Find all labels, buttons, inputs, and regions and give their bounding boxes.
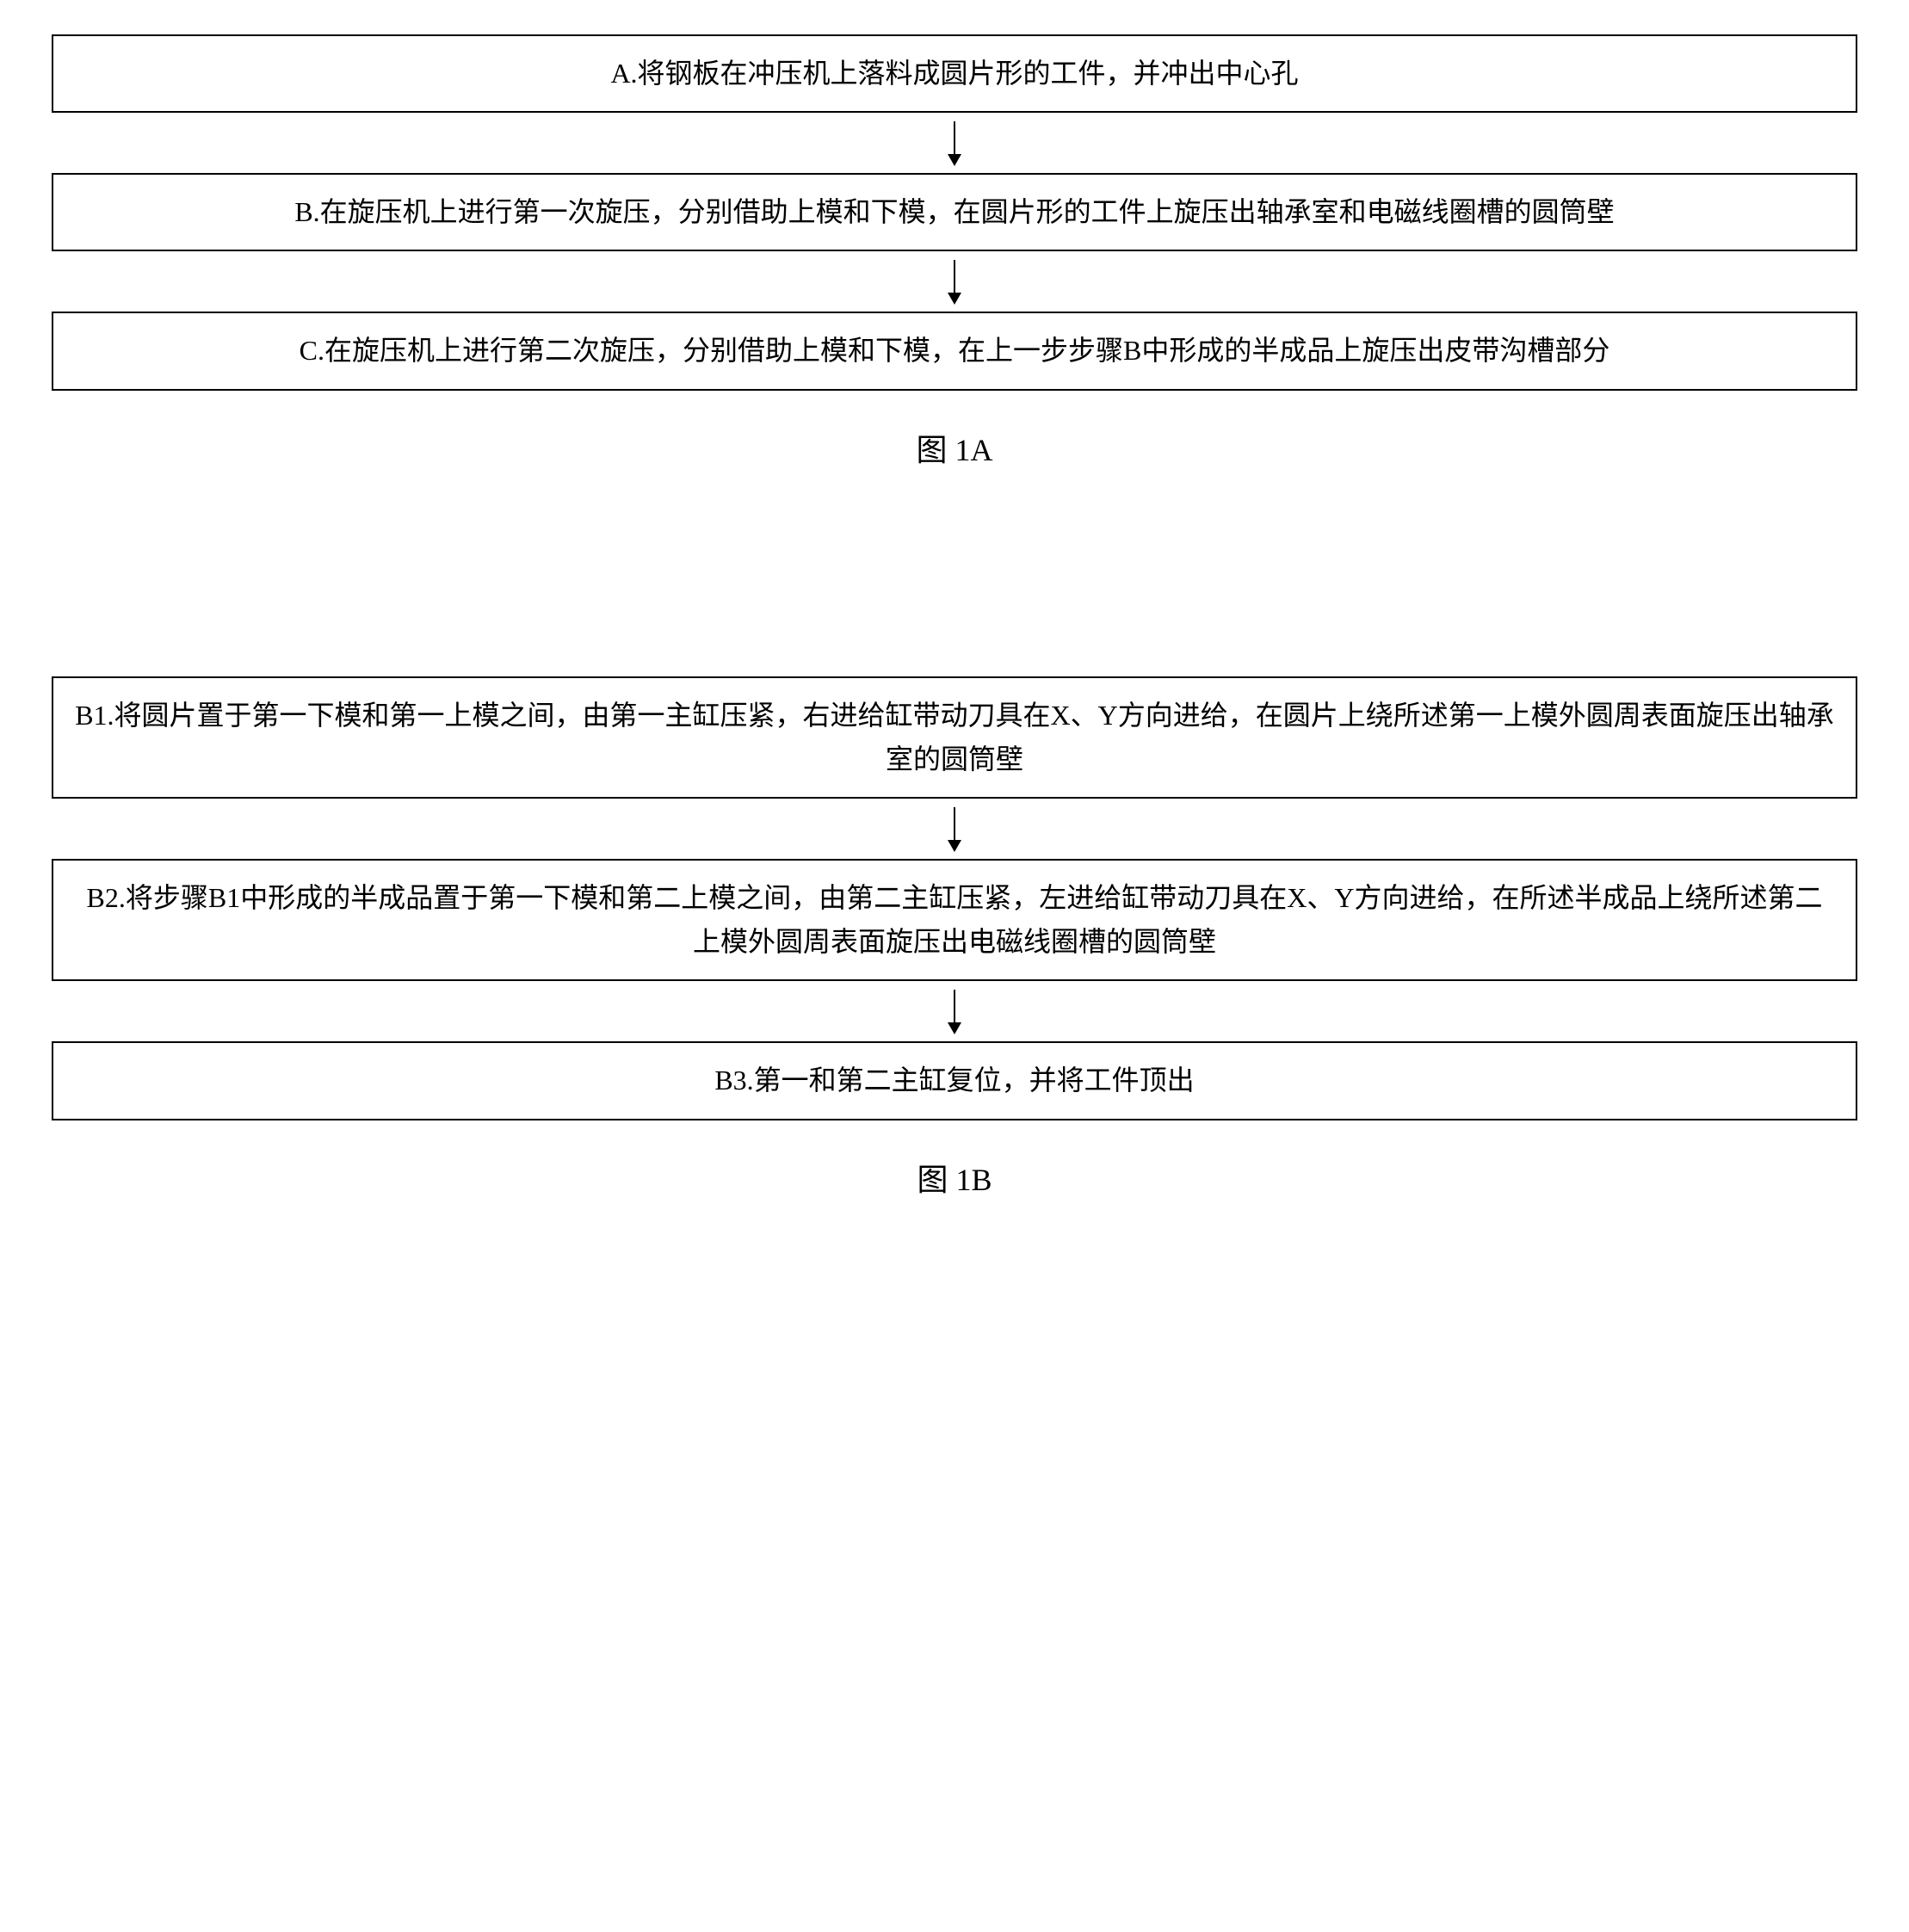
figure-1b-label: 图 1B	[52, 1155, 1857, 1200]
arrow-a-to-b	[52, 113, 1857, 173]
flowchart-box-b: B.在旋压机上进行第一次旋压，分别借助上模和下模，在圆片形的工件上旋压出轴承室和…	[52, 173, 1857, 251]
arrow-line	[954, 121, 955, 164]
figure-separator	[52, 504, 1857, 676]
box-b-text: B.在旋压机上进行第一次旋压，分别借助上模和下模，在圆片形的工件上旋压出轴承室和…	[294, 196, 1614, 227]
box-b3-text: B3.第一和第二主缸复位，并将工件顶出	[714, 1065, 1194, 1096]
arrow-head-icon	[948, 840, 961, 852]
arrow-line	[954, 807, 955, 850]
arrow-b1-to-b2	[52, 799, 1857, 859]
arrow-head-icon	[948, 1022, 961, 1034]
flowchart-box-c: C.在旋压机上进行第二次旋压，分别借助上模和下模，在上一步步骤B中形成的半成品上…	[52, 312, 1857, 390]
arrow-b2-to-b3	[52, 981, 1857, 1041]
box-c-text: C.在旋压机上进行第二次旋压，分别借助上模和下模，在上一步步骤B中形成的半成品上…	[300, 335, 1610, 366]
figure-1a-label: 图 1A	[52, 425, 1857, 470]
box-b2-text: B2.将步骤B1中形成的半成品置于第一下模和第二上模之间，由第二主缸压紧，左进给…	[87, 882, 1823, 957]
arrow-b-to-c	[52, 251, 1857, 312]
flowchart-box-b3: B3.第一和第二主缸复位，并将工件顶出	[52, 1041, 1857, 1120]
figure-1a-container: A.将钢板在冲压机上落料成圆片形的工件，并冲出中心孔 B.在旋压机上进行第一次旋…	[52, 34, 1857, 470]
flowchart-box-b1: B1.将圆片置于第一下模和第一上模之间，由第一主缸压紧，右进给缸带动刀具在X、Y…	[52, 676, 1857, 799]
box-b1-text: B1.将圆片置于第一下模和第一上模之间，由第一主缸压紧，右进给缸带动刀具在X、Y…	[75, 700, 1834, 775]
arrow-head-icon	[948, 154, 961, 166]
figure-1b-container: B1.将圆片置于第一下模和第一上模之间，由第一主缸压紧，右进给缸带动刀具在X、Y…	[52, 676, 1857, 1200]
arrow-line	[954, 990, 955, 1033]
arrow-head-icon	[948, 293, 961, 305]
flowchart-box-a: A.将钢板在冲压机上落料成圆片形的工件，并冲出中心孔	[52, 34, 1857, 113]
flowchart-box-b2: B2.将步骤B1中形成的半成品置于第一下模和第二上模之间，由第二主缸压紧，左进给…	[52, 859, 1857, 981]
arrow-line	[954, 260, 955, 303]
box-a-text: A.将钢板在冲压机上落料成圆片形的工件，并冲出中心孔	[610, 58, 1298, 89]
